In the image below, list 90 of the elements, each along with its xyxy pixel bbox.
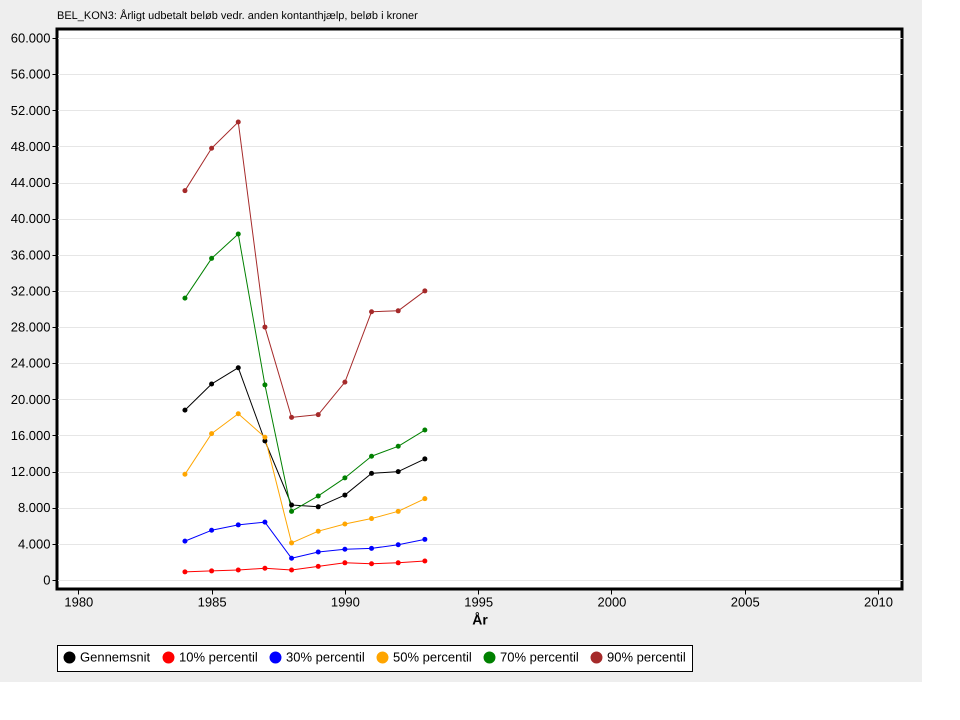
point <box>316 493 321 498</box>
point <box>289 414 294 420</box>
y-tick-label: 40.000 <box>10 211 50 226</box>
legend-label: 50% percentil <box>393 650 472 665</box>
point <box>369 309 374 314</box>
y-tick-label: 52.000 <box>10 102 50 118</box>
x-tick-label: 1980 <box>64 594 94 610</box>
point <box>342 492 348 498</box>
point <box>262 324 268 330</box>
point <box>316 528 321 534</box>
point <box>369 516 374 522</box>
point <box>396 508 401 514</box>
y-tick-label: 20.000 <box>10 392 50 407</box>
point <box>236 365 241 370</box>
point <box>316 504 321 510</box>
point <box>369 561 374 566</box>
point <box>182 538 188 544</box>
y-tick-label: 0 <box>43 572 50 588</box>
x-tick-label: 2000 <box>597 594 626 610</box>
point <box>422 456 428 462</box>
point <box>316 412 321 418</box>
y-tick-label: 4.000 <box>18 536 50 552</box>
point <box>396 469 401 474</box>
legend-label: 10% percentil <box>179 650 258 665</box>
point <box>369 454 374 459</box>
point <box>182 569 188 574</box>
y-tick-label: 56.000 <box>10 66 50 82</box>
point <box>262 382 268 388</box>
point <box>262 434 268 440</box>
point <box>422 288 428 294</box>
point <box>396 308 401 314</box>
point <box>262 566 268 571</box>
point <box>342 475 348 480</box>
legend-label: 70% percentil <box>500 650 579 665</box>
x-tick-label: 1990 <box>330 594 360 610</box>
x-tick-label: 2005 <box>730 594 760 610</box>
y-tick-label: 24.000 <box>10 356 50 371</box>
y-tick-label: 44.000 <box>10 175 50 190</box>
point <box>342 546 348 552</box>
point <box>289 508 294 514</box>
point <box>369 470 374 476</box>
point <box>209 146 214 151</box>
point <box>422 536 428 542</box>
point <box>182 188 188 194</box>
point <box>289 502 294 508</box>
x-axis-title: År <box>472 612 488 628</box>
point <box>262 520 268 525</box>
point <box>289 540 294 546</box>
x-tick-label: 2010 <box>864 594 893 610</box>
point <box>236 120 241 125</box>
point <box>236 522 241 528</box>
x-tick-label: 1985 <box>198 594 227 610</box>
chart-title: BEL_KON3: Årligt udbetalt beløb vedr. anden kontanthjælp, beløb i kroner <box>57 9 418 22</box>
point <box>342 521 348 526</box>
point <box>209 528 214 533</box>
y-tick-label: 8.000 <box>18 500 50 516</box>
legend-label: 30% percentil <box>286 650 365 665</box>
point <box>342 560 348 566</box>
point <box>396 560 401 566</box>
legend-label: 90% percentil <box>607 650 686 665</box>
y-tick-label: 36.000 <box>10 247 50 262</box>
point <box>209 431 214 436</box>
point <box>209 381 214 386</box>
point <box>236 232 241 237</box>
point <box>236 568 241 573</box>
point <box>316 564 321 569</box>
point <box>316 549 321 554</box>
point <box>422 496 428 502</box>
y-tick-label: 48.000 <box>10 138 50 154</box>
point <box>396 542 401 548</box>
point <box>369 546 374 551</box>
point <box>422 558 428 564</box>
point <box>209 568 214 574</box>
legend-label: Gennemsnit <box>80 650 150 665</box>
point <box>209 256 214 261</box>
point <box>236 411 241 416</box>
y-tick-label: 12.000 <box>10 464 50 480</box>
y-tick-label: 60.000 <box>10 30 50 46</box>
point <box>289 568 294 573</box>
point <box>182 472 188 477</box>
point <box>342 380 348 385</box>
y-tick-label: 28.000 <box>10 320 50 335</box>
point <box>182 296 188 301</box>
point <box>396 444 401 449</box>
x-tick-label: 1995 <box>464 594 494 610</box>
y-tick-label: 16.000 <box>10 428 50 443</box>
y-tick-label: 32.000 <box>10 283 50 298</box>
point <box>289 556 294 561</box>
point <box>422 428 428 433</box>
point <box>182 408 188 413</box>
